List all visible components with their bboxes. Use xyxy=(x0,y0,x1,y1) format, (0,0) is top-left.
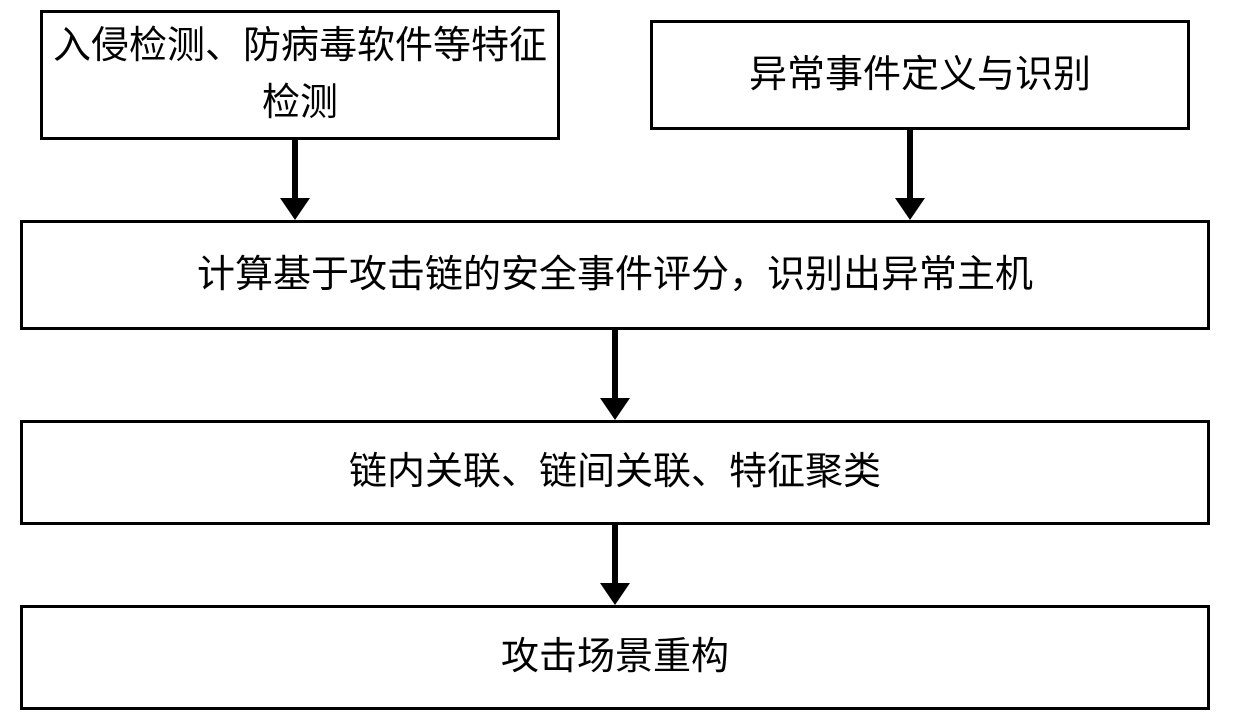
box-feature-detection-label: 入侵检测、防病毒软件等特征检测 xyxy=(43,18,557,132)
box-security-scoring: 计算基于攻击链的安全事件评分，识别出异常主机 xyxy=(20,220,1210,330)
box-attack-reconstruction: 攻击场景重构 xyxy=(20,605,1210,710)
box-security-scoring-label: 计算基于攻击链的安全事件评分，识别出异常主机 xyxy=(197,247,1033,304)
box-correlation: 链内关联、链间关联、特征聚类 xyxy=(20,420,1210,525)
box-attack-reconstruction-label: 攻击场景重构 xyxy=(501,629,729,686)
box-anomaly-definition: 异常事件定义与识别 xyxy=(650,20,1190,130)
box-anomaly-definition-label: 异常事件定义与识别 xyxy=(749,47,1091,104)
box-feature-detection: 入侵检测、防病毒软件等特征检测 xyxy=(40,10,560,140)
box-correlation-label: 链内关联、链间关联、特征聚类 xyxy=(349,444,881,501)
